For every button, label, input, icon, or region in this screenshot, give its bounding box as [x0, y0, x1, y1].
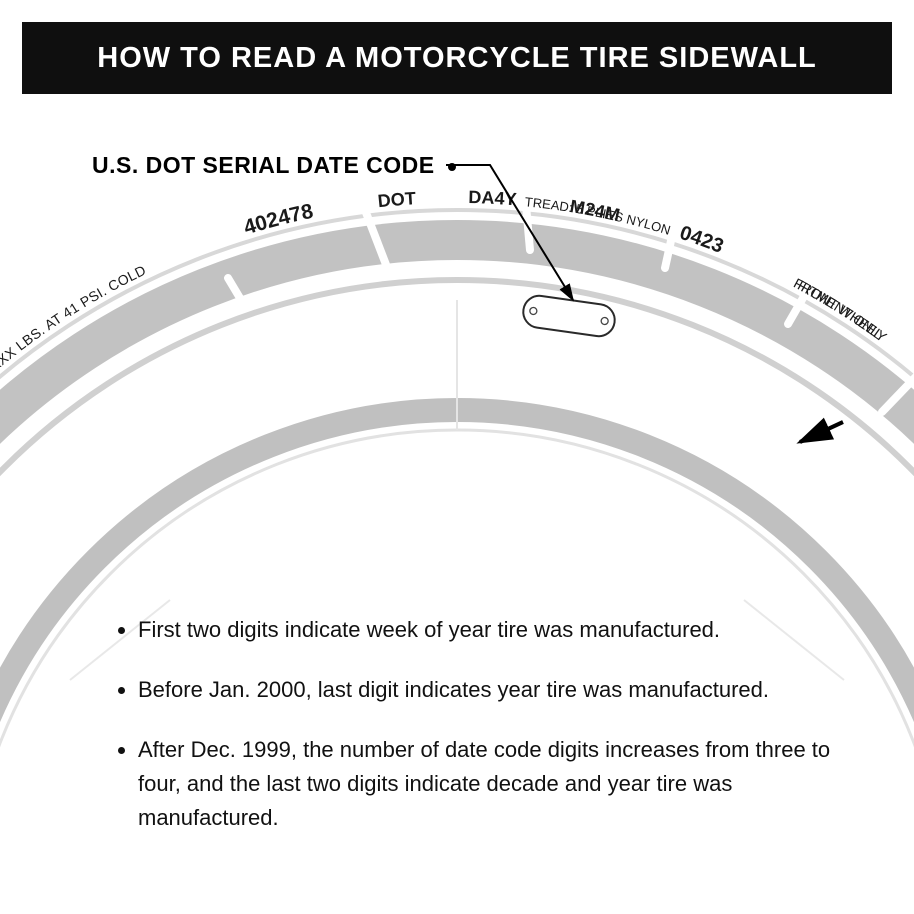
header-title: HOW TO READ A MOTORCYCLE TIRE SIDEWALL: [97, 42, 817, 75]
txt-da4y: DA4Y: [468, 187, 517, 209]
dot-label-bullet: [448, 163, 456, 171]
bullet-item: After Dec. 1999, the number of date code…: [138, 733, 844, 835]
dot-label-text: U.S. DOT SERIAL DATE CODE: [92, 152, 435, 178]
bullet-item: Before Jan. 2000, last digit indicates y…: [138, 673, 844, 707]
date-code-oval: [521, 294, 617, 338]
tread-grooves: [110, 183, 914, 430]
txt-dot: DOT: [377, 188, 417, 211]
txt-fitment: FITMENT ONLY: [795, 277, 890, 345]
txt-front-wheel: FRONT WHEEL: [791, 275, 886, 343]
callout-line: [446, 165, 573, 300]
txt-serial: 402478: [241, 200, 315, 240]
dot-label: U.S. DOT SERIAL DATE CODE: [92, 152, 456, 179]
txt-code: 0423: [677, 222, 727, 258]
header-bar: HOW TO READ A MOTORCYCLE TIRE SIDEWALL: [22, 22, 892, 94]
rotation-arrow-icon: [800, 422, 843, 442]
bullet-list: First two digits indicate week of year t…: [120, 613, 844, 861]
txt-m24m: M24M: [568, 196, 621, 225]
bullet-item: First two digits indicate week of year t…: [138, 613, 844, 647]
txt-max-load: MAX. LOAD XXX LBS. AT 41 PSI. COLD: [0, 262, 148, 432]
txt-tread-plies: TREAD: 5 PLIES NYLON: [524, 194, 672, 238]
